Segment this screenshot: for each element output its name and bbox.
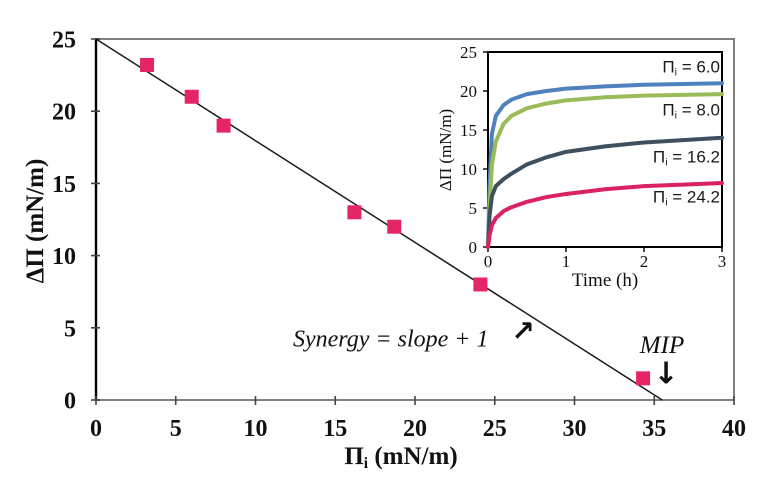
main-x-tick-label: 40: [722, 416, 746, 442]
curve-label-subscript: i: [665, 196, 668, 209]
curve-label-value: = 16.2: [667, 147, 720, 167]
main-x-axis-title-symbol: Π: [344, 442, 364, 470]
data-point-square: [387, 219, 402, 234]
inset-x-tick-label: 0: [484, 252, 493, 271]
synergy-annotation: Synergy = slope + 1: [293, 326, 489, 353]
curve-label-subscript: i: [674, 66, 677, 79]
inset-y-tick-label: 0: [469, 238, 478, 257]
main-x-axis-title-units: (mN/m): [368, 442, 458, 470]
curve-label-symbol: Π: [652, 187, 666, 207]
main-y-tick-label: 20: [52, 100, 76, 126]
main-x-axis-title-subscript: i: [363, 455, 369, 473]
main-x-tick-label: 25: [483, 416, 507, 442]
curve-label-symbol: Π: [652, 147, 666, 167]
main-x-tick-label: 30: [563, 416, 587, 442]
main-y-tick-label: 5: [64, 316, 76, 342]
main-x-tick-label: 5: [170, 416, 182, 442]
inset-x-tick-label: 2: [640, 252, 649, 271]
main-y-tick-label: 0: [64, 389, 76, 415]
mip-annotation: MIP: [639, 332, 685, 359]
inset-y-tick-label: 10: [460, 160, 477, 179]
main-x-tick-label: 35: [642, 416, 666, 442]
curve-label-subscript: i: [674, 109, 677, 122]
curve-label-symbol: Π: [662, 57, 675, 77]
inset-x-tick-label: 3: [718, 252, 727, 271]
data-point-square: [216, 118, 231, 133]
curve-label-pi-6: Πi = 6.0: [662, 58, 720, 79]
data-point-square: [140, 57, 155, 72]
curve-label-value: = 8.0: [676, 100, 720, 120]
main-y-tick-label: 25: [52, 28, 76, 54]
data-point-square: [473, 277, 488, 292]
inset-curve-0: [486, 81, 724, 249]
inset-y-tick-label: 15: [460, 121, 477, 140]
main-x-tick-label: 20: [403, 416, 427, 442]
main-y-tick-label: 10: [52, 244, 76, 270]
main-x-tick-label: 10: [244, 416, 268, 442]
curve-label-subscript: i: [665, 156, 668, 169]
inset-curve-1: [486, 92, 724, 249]
curve-label-pi-16: Πi = 16.2: [653, 148, 720, 169]
data-point-square: [184, 89, 199, 104]
main-x-axis-title: Πi (mN/m): [344, 443, 457, 473]
curve-label-symbol: Π: [662, 100, 675, 120]
curve-label-pi-8: Πi = 8.0: [662, 101, 720, 122]
main-y-axis-title: ΔΠ (mN/m): [22, 158, 49, 284]
main-x-tick-label: 0: [90, 416, 102, 442]
inset-y-tick-label: 25: [460, 43, 477, 62]
curve-label-pi-24: Πi = 24.2: [653, 188, 720, 209]
inset-y-tick-label: 5: [469, 199, 478, 218]
curve-label-value: = 24.2: [667, 187, 720, 207]
curve-label-value: = 6.0: [676, 57, 720, 77]
data-point-square: [636, 371, 651, 386]
synergy-arrow-icon: ↗: [511, 314, 535, 348]
inset-x-tick-label: 1: [562, 252, 571, 271]
main-x-tick-label: 15: [323, 416, 347, 442]
data-point-square: [347, 205, 362, 220]
inset-curve-2: [486, 135, 724, 249]
main-y-tick-label: 15: [52, 172, 76, 198]
inset-y-axis-title: ΔΠ (mN/m): [436, 108, 455, 192]
mip-arrow-icon: ↓: [653, 356, 679, 392]
inset-curve-3: [486, 181, 724, 249]
inset-y-tick-label: 20: [460, 82, 477, 101]
inset-x-axis-title: Time (h): [571, 270, 639, 291]
